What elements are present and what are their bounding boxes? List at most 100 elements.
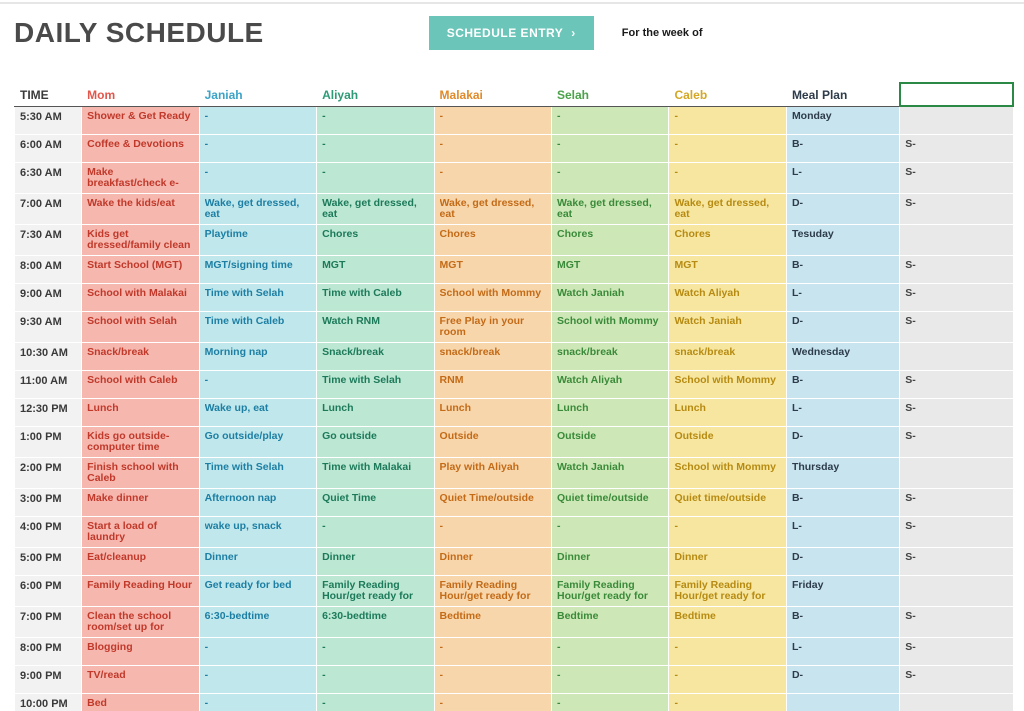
extra-cell[interactable]: S- xyxy=(900,516,1013,547)
schedule-cell[interactable]: Chores xyxy=(317,224,434,255)
schedule-cell[interactable]: - xyxy=(434,637,551,665)
schedule-cell[interactable]: - xyxy=(669,637,786,665)
meal-cell[interactable]: B- xyxy=(786,370,899,398)
schedule-cell[interactable]: Make breakfast/check e-mails xyxy=(82,162,199,193)
meal-cell[interactable]: D- xyxy=(786,547,899,575)
meal-cell[interactable]: B- xyxy=(786,134,899,162)
schedule-cell[interactable]: Go outside/play xyxy=(199,426,316,457)
schedule-cell[interactable]: Dinner xyxy=(317,547,434,575)
schedule-cell[interactable]: - xyxy=(669,106,786,134)
meal-cell[interactable]: Tesuday xyxy=(786,224,899,255)
schedule-cell[interactable]: - xyxy=(669,134,786,162)
schedule-cell[interactable]: 6:30-bedtime xyxy=(199,606,316,637)
meal-cell[interactable]: D- xyxy=(786,193,899,224)
schedule-cell[interactable]: RNM xyxy=(434,370,551,398)
extra-cell[interactable]: S- xyxy=(900,488,1013,516)
schedule-cell[interactable]: Dinner xyxy=(669,547,786,575)
schedule-cell[interactable]: Wake, get dressed, eat xyxy=(317,193,434,224)
schedule-cell[interactable]: Play with Aliyah xyxy=(434,457,551,488)
extra-cell[interactable] xyxy=(900,457,1013,488)
schedule-cell[interactable]: Lunch xyxy=(317,398,434,426)
schedule-cell[interactable]: - xyxy=(552,693,669,711)
schedule-cell[interactable]: Quiet Time xyxy=(317,488,434,516)
schedule-cell[interactable]: Blogging xyxy=(82,637,199,665)
schedule-cell[interactable]: Wake, get dressed, eat xyxy=(434,193,551,224)
extra-column-header[interactable] xyxy=(900,83,1013,106)
schedule-cell[interactable]: Clean the school room/set up for tomorro… xyxy=(82,606,199,637)
schedule-cell[interactable]: Bedtime xyxy=(434,606,551,637)
extra-cell[interactable]: S- xyxy=(900,162,1013,193)
schedule-cell[interactable]: MGT xyxy=(669,255,786,283)
meal-cell[interactable]: Wednesday xyxy=(786,342,899,370)
schedule-cell[interactable]: Wake the kids/eat xyxy=(82,193,199,224)
schedule-cell[interactable]: Shower & Get Ready xyxy=(82,106,199,134)
schedule-cell[interactable]: Watch Janiah xyxy=(552,457,669,488)
schedule-cell[interactable]: Get ready for bed xyxy=(199,575,316,606)
meal-cell[interactable]: L- xyxy=(786,162,899,193)
extra-cell[interactable]: S- xyxy=(900,283,1013,311)
extra-cell[interactable]: S- xyxy=(900,311,1013,342)
schedule-cell[interactable]: snack/break xyxy=(669,342,786,370)
schedule-cell[interactable]: Wake, get dressed, eat xyxy=(669,193,786,224)
schedule-cell[interactable]: - xyxy=(434,693,551,711)
schedule-cell[interactable]: - xyxy=(552,637,669,665)
schedule-cell[interactable]: Chores xyxy=(434,224,551,255)
schedule-cell[interactable]: - xyxy=(552,665,669,693)
schedule-cell[interactable]: School with Selah xyxy=(82,311,199,342)
schedule-cell[interactable]: Time with Caleb xyxy=(199,311,316,342)
extra-cell[interactable] xyxy=(900,575,1013,606)
extra-cell[interactable]: S- xyxy=(900,547,1013,575)
schedule-cell[interactable]: - xyxy=(552,516,669,547)
schedule-cell[interactable]: - xyxy=(552,106,669,134)
schedule-cell[interactable]: Watch Janiah xyxy=(552,283,669,311)
schedule-cell[interactable]: - xyxy=(317,516,434,547)
schedule-cell[interactable]: Playtime xyxy=(199,224,316,255)
schedule-cell[interactable]: Time with Caleb xyxy=(317,283,434,311)
schedule-cell[interactable]: Bedtime xyxy=(669,606,786,637)
extra-cell[interactable] xyxy=(900,693,1013,711)
schedule-cell[interactable]: Time with Selah xyxy=(199,457,316,488)
meal-cell[interactable]: L- xyxy=(786,283,899,311)
schedule-cell[interactable]: Time with Selah xyxy=(317,370,434,398)
schedule-cell[interactable]: School with Malakai xyxy=(82,283,199,311)
schedule-cell[interactable]: Lunch xyxy=(434,398,551,426)
extra-cell[interactable]: S- xyxy=(900,370,1013,398)
schedule-entry-button[interactable]: SCHEDULE ENTRY › xyxy=(429,16,594,50)
schedule-cell[interactable]: Watch Aliyah xyxy=(669,283,786,311)
schedule-cell[interactable]: School with Caleb xyxy=(82,370,199,398)
schedule-cell[interactable]: Family Reading Hour/get ready for bed xyxy=(669,575,786,606)
schedule-cell[interactable]: School with Mommy xyxy=(669,457,786,488)
schedule-cell[interactable]: Outside xyxy=(434,426,551,457)
schedule-cell[interactable]: - xyxy=(317,106,434,134)
schedule-cell[interactable]: MGT xyxy=(552,255,669,283)
schedule-cell[interactable]: - xyxy=(199,106,316,134)
schedule-cell[interactable]: Watch Aliyah xyxy=(552,370,669,398)
meal-cell[interactable]: Thursday xyxy=(786,457,899,488)
meal-cell[interactable]: L- xyxy=(786,516,899,547)
meal-cell[interactable]: B- xyxy=(786,606,899,637)
schedule-cell[interactable]: Afternoon nap xyxy=(199,488,316,516)
schedule-cell[interactable]: Quiet Time/outside xyxy=(434,488,551,516)
schedule-cell[interactable]: MGT/signing time xyxy=(199,255,316,283)
extra-cell[interactable]: S- xyxy=(900,134,1013,162)
schedule-cell[interactable]: Kids go outside- computer time xyxy=(82,426,199,457)
schedule-cell[interactable]: Snack/break xyxy=(317,342,434,370)
schedule-cell[interactable]: School with Mommy xyxy=(434,283,551,311)
schedule-cell[interactable]: Eat/cleanup xyxy=(82,547,199,575)
meal-cell[interactable]: D- xyxy=(786,426,899,457)
meal-cell[interactable]: B- xyxy=(786,255,899,283)
schedule-cell[interactable]: - xyxy=(669,516,786,547)
schedule-cell[interactable]: - xyxy=(434,134,551,162)
schedule-cell[interactable]: - xyxy=(199,370,316,398)
schedule-cell[interactable]: Family Reading Hour/get ready for bed xyxy=(552,575,669,606)
schedule-cell[interactable]: - xyxy=(434,665,551,693)
schedule-cell[interactable]: Free Play in your room xyxy=(434,311,551,342)
schedule-cell[interactable]: Quiet time/outside xyxy=(669,488,786,516)
schedule-cell[interactable]: Bedtime xyxy=(552,606,669,637)
meal-cell[interactable]: L- xyxy=(786,637,899,665)
schedule-cell[interactable]: snack/break xyxy=(552,342,669,370)
schedule-cell[interactable]: - xyxy=(199,665,316,693)
schedule-cell[interactable]: - xyxy=(199,693,316,711)
extra-cell[interactable] xyxy=(900,106,1013,134)
schedule-cell[interactable]: snack/break xyxy=(434,342,551,370)
